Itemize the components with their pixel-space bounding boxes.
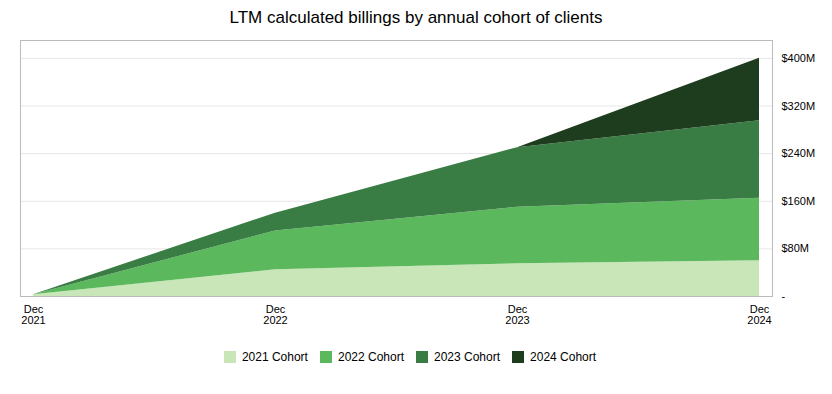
svg-text:$80M: $80M: [782, 242, 810, 254]
svg-text:Dec2024: Dec2024: [747, 303, 771, 326]
svg-text:$400M: $400M: [782, 52, 816, 64]
svg-text:$160M: $160M: [782, 195, 816, 207]
html-text:2024 Cohort: 2024 Cohort: [530, 349, 597, 364]
html-text:2021 Cohort: 2021 Cohort: [241, 349, 308, 364]
svg-text:$240M: $240M: [782, 147, 816, 159]
svg-text:Dec2022: Dec2022: [263, 303, 287, 326]
html-text:2023 Cohort: 2023 Cohort: [434, 349, 500, 364]
svg-text:Dec2021: Dec2021: [21, 303, 45, 326]
svg-text:-: -: [782, 290, 786, 302]
html-text:2022 Cohort: 2022 Cohort: [338, 349, 404, 364]
svg-text:$320M: $320M: [782, 100, 816, 112]
html-text:LTM calculated billings by ann: LTM calculated billings by annual cohort…: [229, 8, 603, 27]
svg-text:Dec2023: Dec2023: [505, 303, 529, 326]
